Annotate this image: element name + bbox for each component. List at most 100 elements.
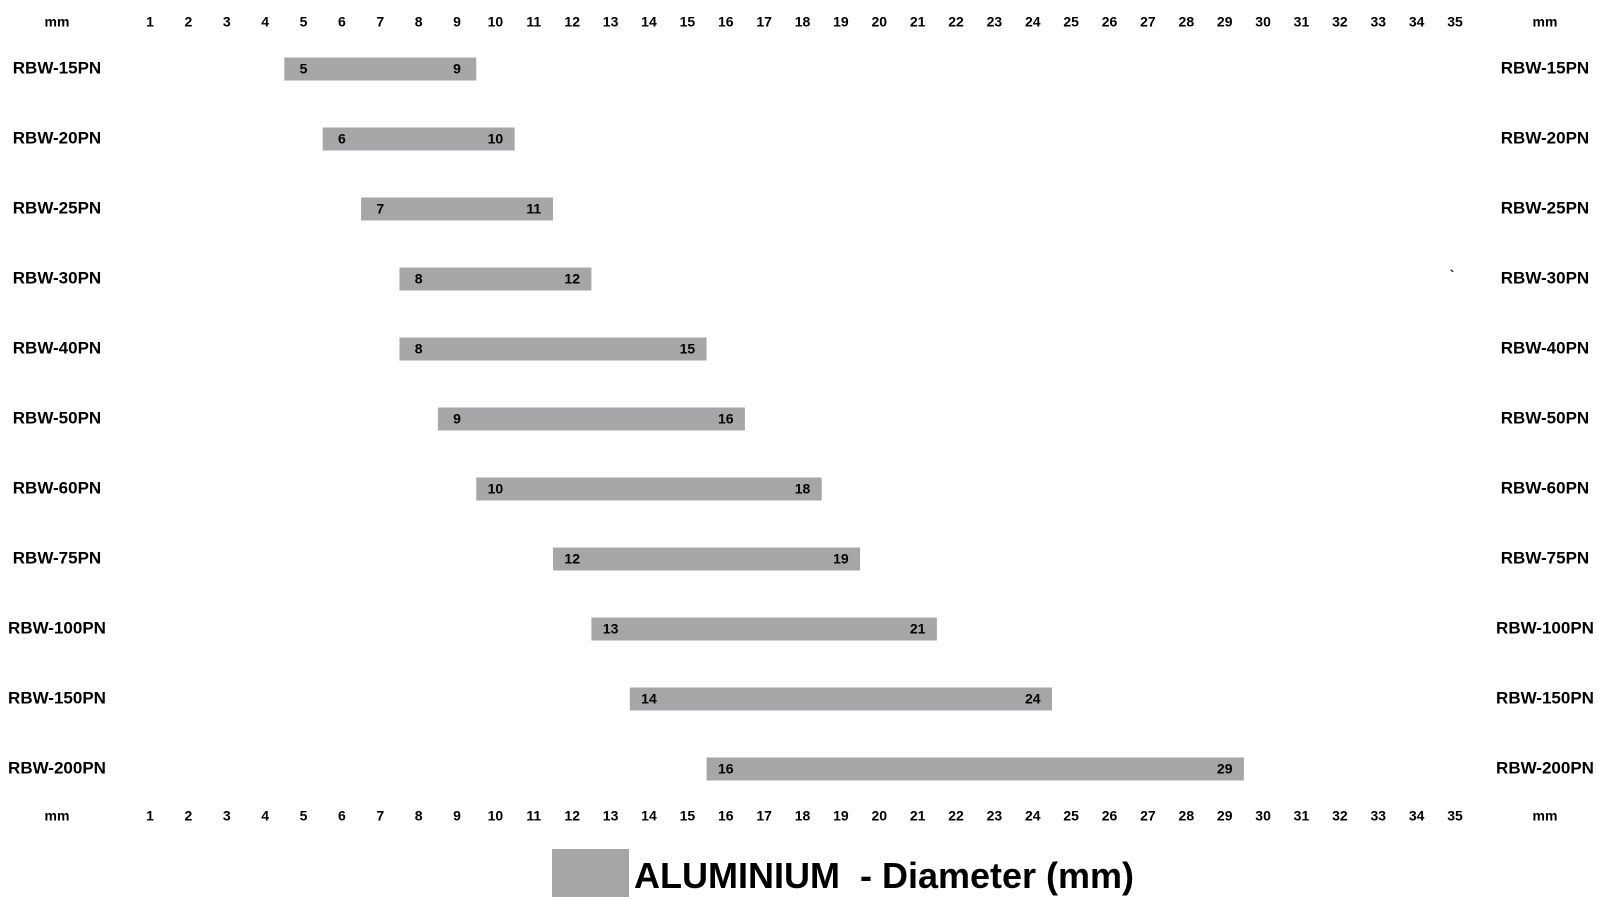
bottom-axis-unit-left: mm bbox=[45, 808, 70, 824]
bar-min-label: 5 bbox=[300, 61, 308, 77]
row-label-right: RBW-200PN bbox=[1496, 758, 1594, 777]
top-axis: mm 1 2 3 4 5 6 7 8 9 10 11 12 13 14 15 16 17 18 19 20 21 22 23 2… bbox=[45, 14, 1558, 30]
bottom-axis-tick-label: 30 bbox=[1255, 808, 1271, 824]
bar-min-label: 8 bbox=[415, 341, 423, 357]
top-axis-tick-label: 28 bbox=[1179, 14, 1195, 30]
range-bar bbox=[437, 407, 745, 431]
bar-min-label: 9 bbox=[453, 411, 461, 427]
top-axis-tick-label: 6 bbox=[338, 14, 346, 30]
top-axis-tick-label: 19 bbox=[833, 14, 849, 30]
top-axis-tick-label: 5 bbox=[300, 14, 308, 30]
bottom-axis-tick-label: 17 bbox=[756, 808, 772, 824]
row-label-right: RBW-75PN bbox=[1501, 548, 1589, 567]
bar-max-label: 19 bbox=[833, 551, 849, 567]
range-bar bbox=[706, 757, 1244, 781]
top-axis-tick-label: 24 bbox=[1025, 14, 1041, 30]
range-bar bbox=[399, 337, 707, 361]
row-label-left: RBW-15PN bbox=[13, 58, 101, 77]
bottom-axis-tick-label: 2 bbox=[184, 808, 192, 824]
bottom-axis-tick-label: 25 bbox=[1063, 808, 1079, 824]
top-axis-tick-label: 11 bbox=[526, 14, 541, 30]
top-axis-tick-label: 21 bbox=[910, 14, 926, 30]
legend-swatch bbox=[552, 849, 629, 897]
row-label-left: RBW-50PN bbox=[13, 408, 101, 427]
top-axis-tick-label: 26 bbox=[1102, 14, 1118, 30]
row-label-right: RBW-20PN bbox=[1501, 128, 1589, 147]
bottom-axis-tick-label: 7 bbox=[376, 808, 384, 824]
row-label-left: RBW-60PN bbox=[13, 478, 101, 497]
top-axis-tick-label: 35 bbox=[1447, 14, 1463, 30]
top-axis-tick-label: 30 bbox=[1255, 14, 1271, 30]
bar-max-label: 24 bbox=[1025, 691, 1041, 707]
bar-min-label: 16 bbox=[718, 761, 734, 777]
bar-min-label: 8 bbox=[415, 271, 423, 287]
bottom-axis-unit-right: mm bbox=[1533, 808, 1558, 824]
range-bar bbox=[591, 617, 937, 641]
stray-mark: ` bbox=[1450, 267, 1455, 283]
bar-max-label: 21 bbox=[910, 621, 926, 637]
bar-max-label: 15 bbox=[680, 341, 696, 357]
bar-min-label: 12 bbox=[564, 551, 580, 567]
bottom-axis-tick-label: 6 bbox=[338, 808, 346, 824]
top-axis-tick-label: 16 bbox=[718, 14, 734, 30]
row-label-right: RBW-100PN bbox=[1496, 618, 1594, 637]
bottom-axis-tick-label: 3 bbox=[223, 808, 231, 824]
legend-label: ALUMINIUM - Diameter (mm) bbox=[634, 855, 1134, 896]
bar-min-label: 14 bbox=[641, 691, 657, 707]
bottom-axis-tick-label: 22 bbox=[948, 808, 964, 824]
row-label-right: RBW-50PN bbox=[1501, 408, 1589, 427]
bottom-axis-tick-label: 35 bbox=[1447, 808, 1463, 824]
bar-min-label: 10 bbox=[488, 481, 504, 497]
range-bar bbox=[322, 127, 515, 151]
bottom-axis-tick-label: 8 bbox=[415, 808, 423, 824]
row-label-right: RBW-30PN bbox=[1501, 268, 1589, 287]
row-labels-left: RBW-15PN RBW-20PN RBW-25PN RBW-30PN RBW-40PN… bbox=[8, 58, 106, 777]
bottom-axis-tick-label: 14 bbox=[641, 808, 657, 824]
top-axis-tick-label: 13 bbox=[603, 14, 619, 30]
bottom-axis-tick-label: 13 bbox=[603, 808, 619, 824]
bottom-axis: mm 1 2 3 4 5 6 7 8 9 10 11 12 13 14 15 16 17 18 19 20 21 22 23 2… bbox=[45, 808, 1558, 824]
top-axis-tick-label: 20 bbox=[871, 14, 887, 30]
bar-max-label: 18 bbox=[795, 481, 811, 497]
bottom-axis-tick-label: 24 bbox=[1025, 808, 1041, 824]
bottom-axis-tick-label: 4 bbox=[261, 808, 269, 824]
top-axis-tick-label: 12 bbox=[564, 14, 580, 30]
bar-min-label: 6 bbox=[338, 131, 346, 147]
top-axis-tick-label: 2 bbox=[184, 14, 192, 30]
bottom-axis-tick-label: 18 bbox=[795, 808, 811, 824]
top-axis-unit-right: mm bbox=[1533, 14, 1558, 30]
top-axis-tick-label: 18 bbox=[795, 14, 811, 30]
bottom-axis-tick-label: 29 bbox=[1217, 808, 1233, 824]
top-axis-tick-label: 27 bbox=[1140, 14, 1156, 30]
top-axis-tick-label: 3 bbox=[223, 14, 231, 30]
bar-min-label: 7 bbox=[376, 201, 384, 217]
top-axis-unit-left: mm bbox=[45, 14, 70, 30]
row-label-left: RBW-100PN bbox=[8, 618, 106, 637]
bottom-axis-tick-label: 1 bbox=[146, 808, 154, 824]
bottom-axis-tick-label: 31 bbox=[1294, 808, 1310, 824]
top-axis-tick-label: 15 bbox=[680, 14, 696, 30]
row-label-right: RBW-25PN bbox=[1501, 198, 1589, 217]
top-axis-tick-label: 23 bbox=[987, 14, 1003, 30]
bottom-axis-tick-label: 11 bbox=[526, 808, 541, 824]
top-axis-tick-label: 34 bbox=[1409, 14, 1425, 30]
bar-series: 5 9 6 10 7 11 8 12 8 15 9 16 10 18 12 19 13 21 14 24 16 29 bbox=[284, 57, 1244, 781]
top-axis-tick-label: 9 bbox=[453, 14, 461, 30]
top-axis-tick-label: 31 bbox=[1294, 14, 1310, 30]
bottom-axis-tick-label: 12 bbox=[564, 808, 580, 824]
top-axis-tick-label: 17 bbox=[756, 14, 772, 30]
row-label-left: RBW-20PN bbox=[13, 128, 101, 147]
bottom-axis-tick-label: 10 bbox=[488, 808, 504, 824]
top-axis-tick-label: 14 bbox=[641, 14, 657, 30]
row-label-left: RBW-75PN bbox=[13, 548, 101, 567]
bar-max-label: 9 bbox=[453, 61, 461, 77]
row-label-left: RBW-40PN bbox=[13, 338, 101, 357]
legend: ALUMINIUM - Diameter (mm) bbox=[552, 849, 1134, 897]
row-label-left: RBW-150PN bbox=[8, 688, 106, 707]
top-axis-tick-label: 25 bbox=[1063, 14, 1079, 30]
bottom-axis-tick-label: 33 bbox=[1370, 808, 1386, 824]
range-bar bbox=[476, 477, 822, 501]
range-bar bbox=[629, 687, 1052, 711]
bar-max-label: 10 bbox=[488, 131, 504, 147]
